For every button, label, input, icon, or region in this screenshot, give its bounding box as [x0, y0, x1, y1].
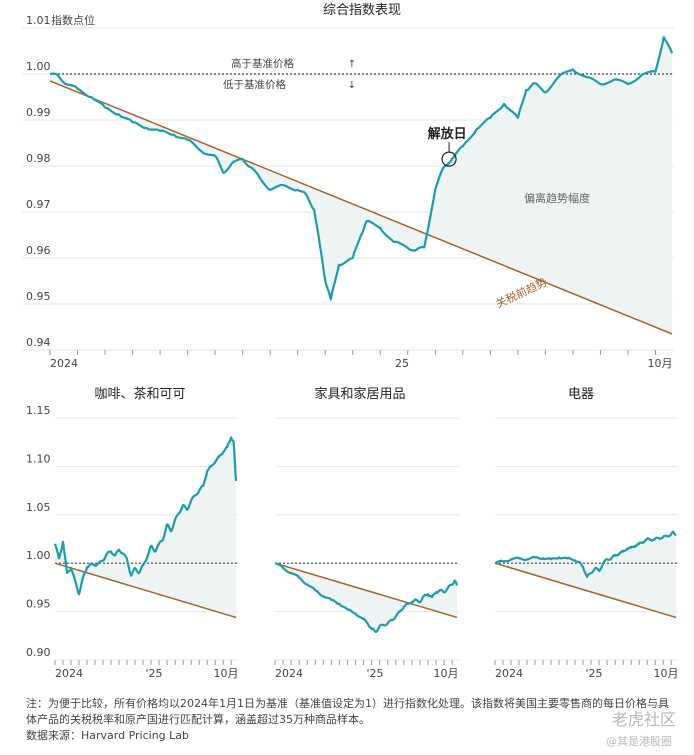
y-tick-0-2: 0.96 [26, 244, 51, 257]
x-tick-3-2: 10月 [654, 667, 679, 680]
footnote: 注：为便于比较，所有价格均以2024年1月1日为基准（基准值设定为1）进行指数化… [26, 696, 676, 744]
y-tick-1-1: 0.95 [26, 598, 51, 611]
y-tick-0-7: 1.01 [26, 14, 51, 27]
x-tick-2-2: 10月 [434, 667, 459, 680]
x-tick-1-0: 2024 [55, 667, 83, 680]
below-baseline-label: 低于基准价格 [223, 78, 286, 91]
index-line-1 [53, 436, 238, 596]
chart-figure: 综合指数表现 0.94 0.95 0.96 0.97 0.98 0.99 1.00 1.01 指数… [22, 3, 679, 680]
trend-label: 关税前趋势 [493, 275, 549, 311]
footnote-source: 数据来源：Harvard Pricing Lab [26, 729, 190, 742]
x-tick-0-0: 2024 [50, 357, 78, 370]
y-tick-1-5: 1.15 [26, 404, 51, 417]
x-tick-1-2: 10月 [214, 667, 239, 680]
gap-fill-1 [55, 437, 236, 618]
arrow-down-icon: ↓ [348, 80, 356, 91]
trend-line-3 [494, 562, 677, 619]
watermark-sub: @其是港股圈 [606, 735, 672, 748]
x-tick-2-1: '25 [366, 667, 383, 680]
y-tick-0-4: 0.98 [26, 152, 51, 165]
gap-label: 偏离趋势幅度 [524, 191, 590, 205]
y-tick-1-0: 0.90 [26, 646, 51, 659]
gap-fill-2 [275, 563, 457, 632]
x-tick-0-1: 25 [395, 357, 409, 370]
y-tick-1-4: 1.10 [26, 452, 51, 465]
panel-title-0: 综合指数表现 [323, 3, 401, 18]
x-tick-2-0: 2024 [275, 667, 303, 680]
y-tick-0-3: 0.97 [26, 198, 51, 211]
panel-title-2: 家具和家居用品 [314, 386, 405, 402]
x-tick-3-0: 2024 [495, 667, 523, 680]
y-tick-1-3: 1.05 [26, 501, 51, 514]
trend-line-0 [49, 80, 673, 335]
watermark-main: 老虎社区 [612, 710, 677, 729]
y-tick-0-5: 0.99 [26, 106, 51, 119]
y-tick-0-6: 1.00 [26, 60, 51, 73]
arrow-up-icon: ↑ [348, 59, 356, 70]
y-tick-1-2: 1.00 [26, 549, 51, 562]
gap-fill-0 [50, 37, 672, 334]
x-tick-1-1: '25 [145, 667, 162, 680]
trend-line-2 [274, 562, 458, 619]
y-axis-label: 指数点位 [51, 13, 95, 27]
footnote-note: 注：为便于比较，所有价格均以2024年1月1日为基准（基准值设定为1）进行指数化… [26, 697, 669, 726]
panel-title-3: 电器 [568, 387, 594, 402]
panel-title-1: 咖啡、茶和可可 [94, 386, 185, 402]
index-line-0 [49, 36, 674, 301]
index-line-3 [494, 530, 677, 578]
x-tick-3-1: '25 [585, 667, 602, 680]
y-tick-0-1: 0.95 [26, 290, 51, 303]
y-tick-0-0: 0.94 [26, 336, 51, 349]
x-tick-0-2: 10月 [648, 357, 673, 370]
index-line-2 [274, 562, 459, 633]
above-baseline-label: 高于基准价格 [231, 57, 294, 70]
event-label: 解放日 [427, 126, 467, 142]
